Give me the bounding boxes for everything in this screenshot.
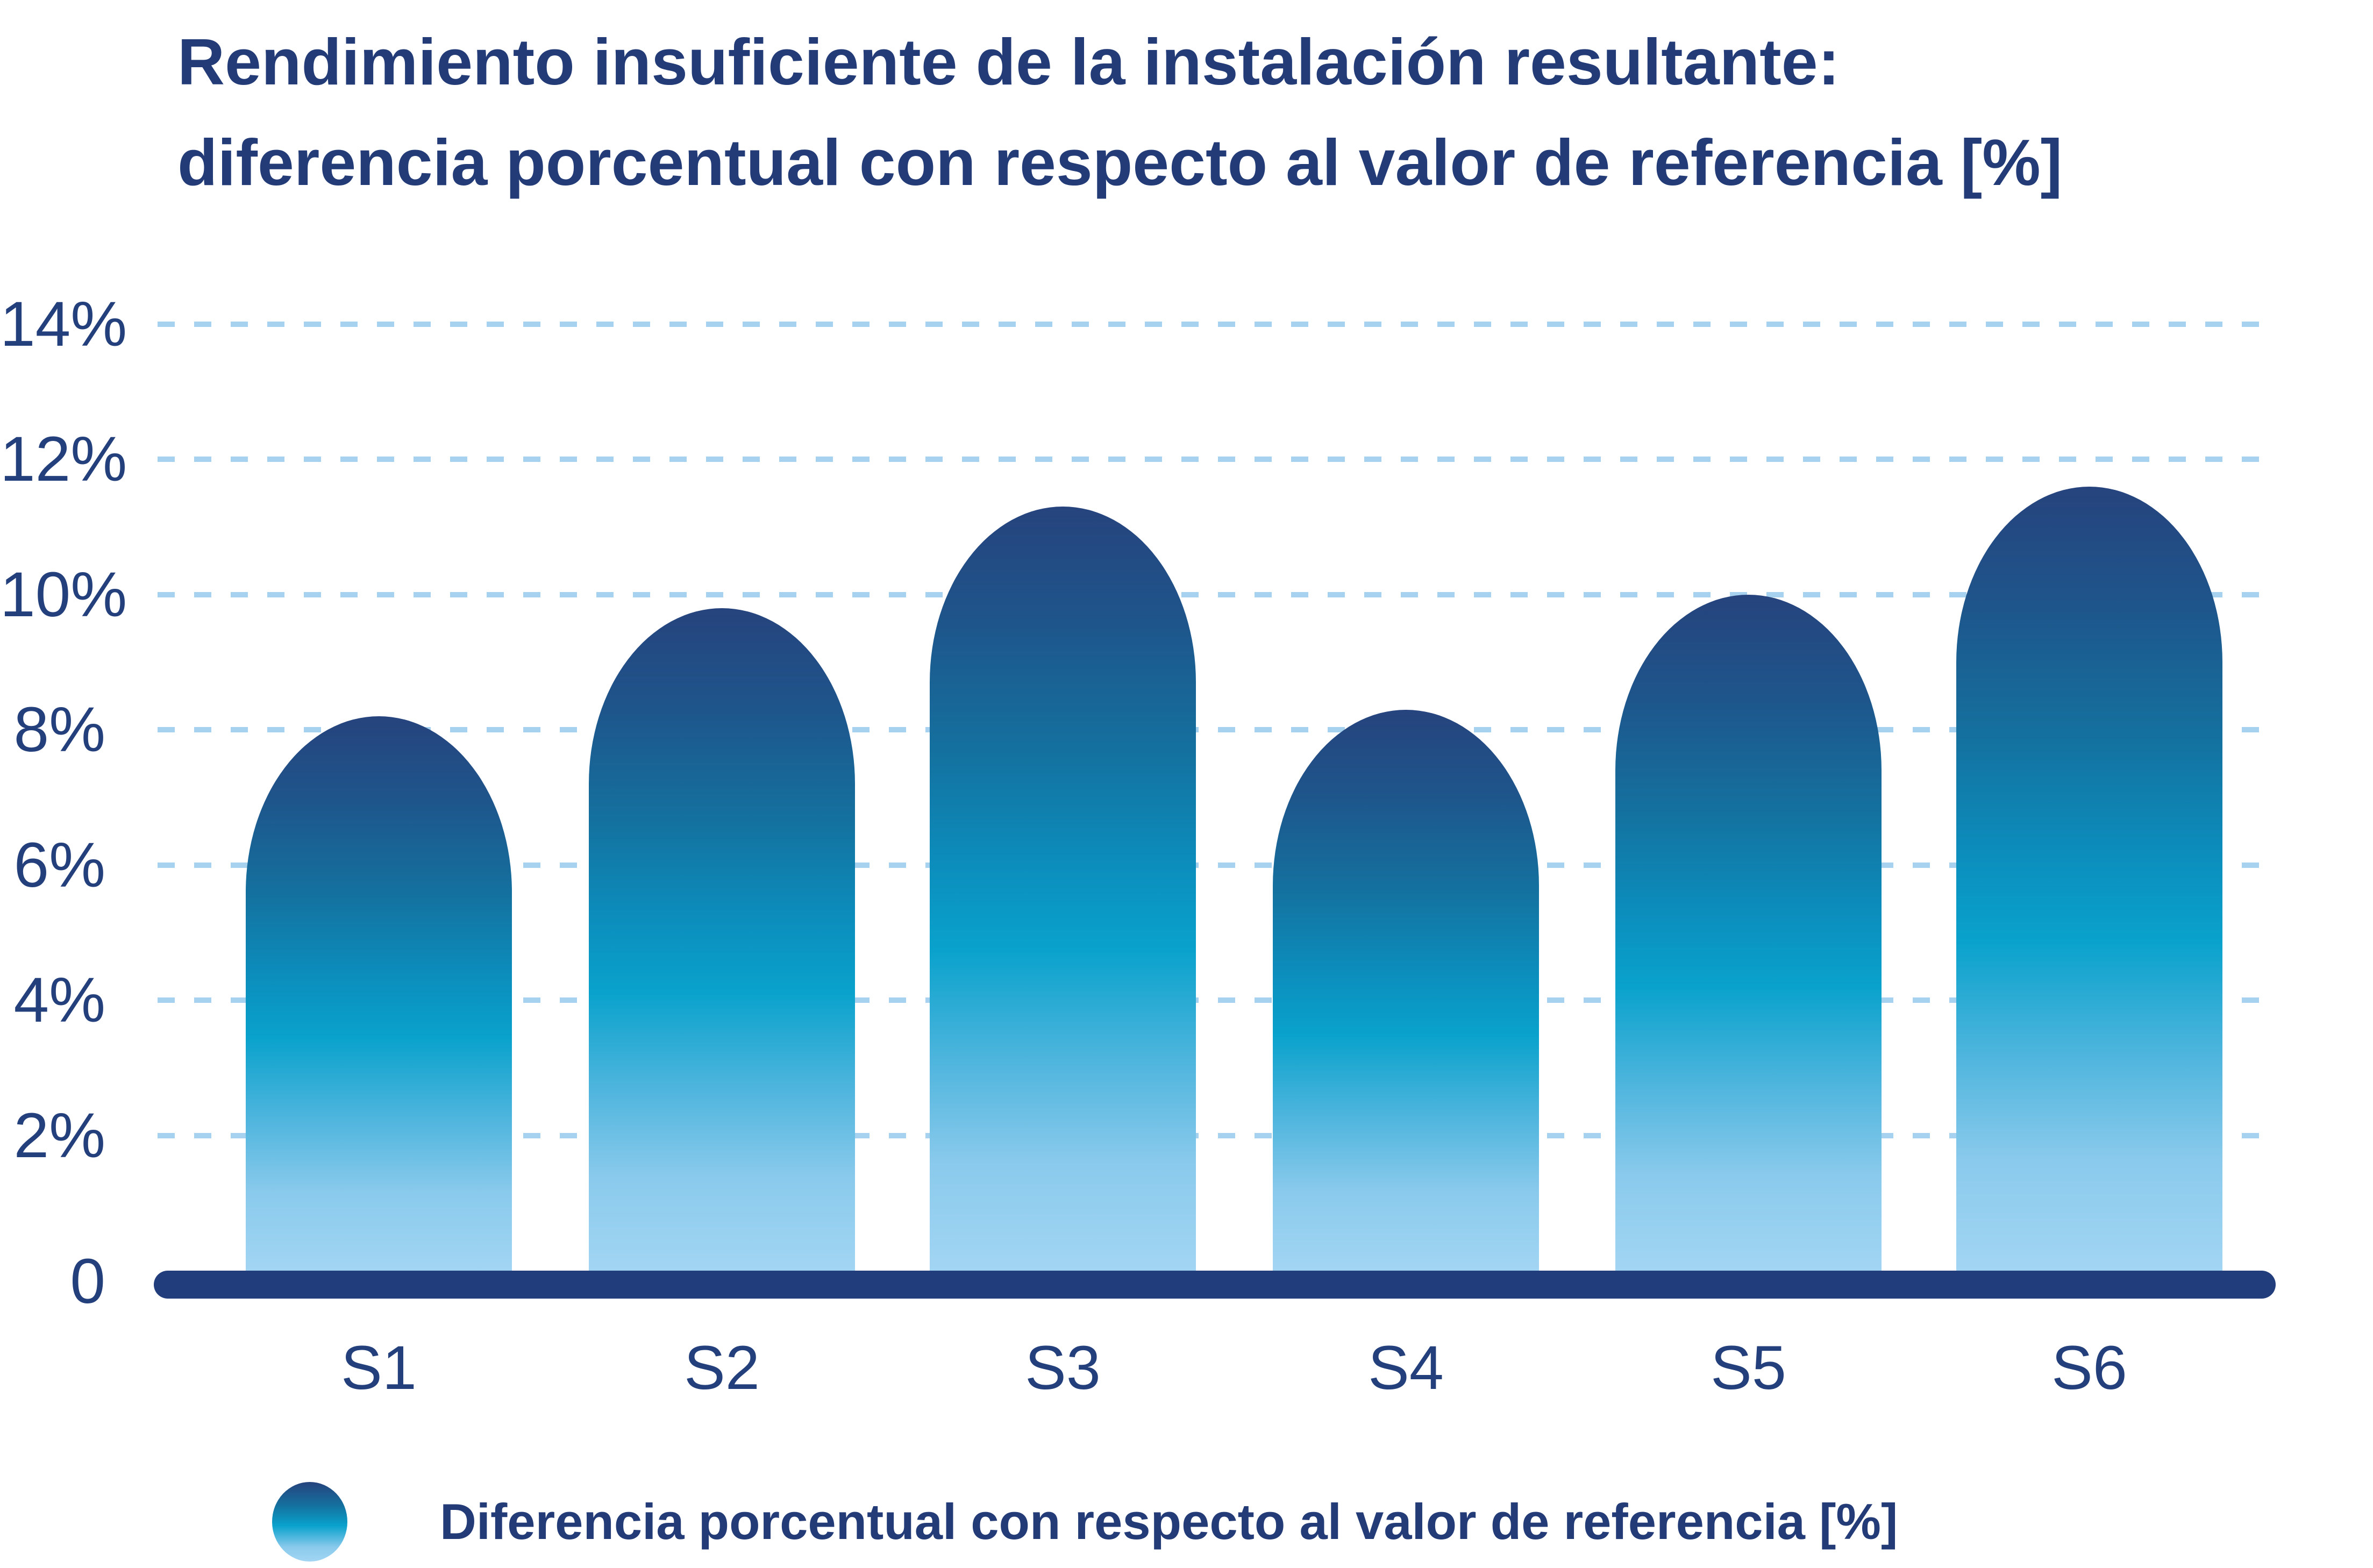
- y-axis-tick-label-14: 14%: [0, 289, 127, 360]
- y-axis-tick-label-0: 0: [70, 1246, 105, 1317]
- gridline-6pct: [158, 862, 2261, 868]
- bar-s1: [246, 716, 512, 1271]
- y-axis-tick-label-4: 4%: [13, 965, 105, 1036]
- chart-title-line-2: diferencia porcentual con respecto al va…: [177, 126, 2063, 199]
- y-axis-tick-label-6: 6%: [13, 829, 105, 901]
- gridline-2pct: [158, 1132, 2261, 1138]
- legend-label: Diferencia porcentual con respecto al va…: [440, 1493, 1898, 1550]
- bar-s2: [589, 608, 855, 1271]
- bar-s3: [930, 507, 1196, 1271]
- y-axis-tick-label-12: 12%: [0, 424, 127, 495]
- x-axis-label-s6: S6: [2051, 1334, 2127, 1402]
- gridline-8pct: [158, 727, 2261, 733]
- x-axis-baseline: [154, 1271, 2276, 1299]
- y-axis-tick-label-2: 2%: [13, 1100, 105, 1171]
- gridline-10pct: [158, 591, 2261, 597]
- legend: Diferencia porcentual con respecto al va…: [272, 1480, 1898, 1564]
- legend-gradient-circle-icon: [272, 1482, 347, 1562]
- x-axis-label-s5: S5: [1711, 1334, 1786, 1402]
- y-axis-tick-label-10: 10%: [0, 559, 127, 630]
- chart-title: Rendimiento insuficiente de la instalaci…: [177, 12, 2371, 213]
- bar-s4: [1273, 710, 1539, 1271]
- chart-title-line-1: Rendimiento insuficiente de la instalaci…: [177, 25, 1840, 98]
- gridline-14pct: [158, 322, 2261, 327]
- gridline-12pct: [158, 457, 2261, 462]
- bar-s6: [1956, 487, 2222, 1271]
- bar-s5: [1615, 595, 1882, 1271]
- x-axis-label-s3: S3: [1025, 1334, 1101, 1402]
- x-axis-label-s1: S1: [341, 1334, 417, 1402]
- gridline-4pct: [158, 997, 2261, 1003]
- x-axis-label-s2: S2: [684, 1334, 760, 1402]
- x-axis-label-s4: S4: [1368, 1334, 1444, 1402]
- y-axis-tick-label-8: 8%: [13, 694, 105, 766]
